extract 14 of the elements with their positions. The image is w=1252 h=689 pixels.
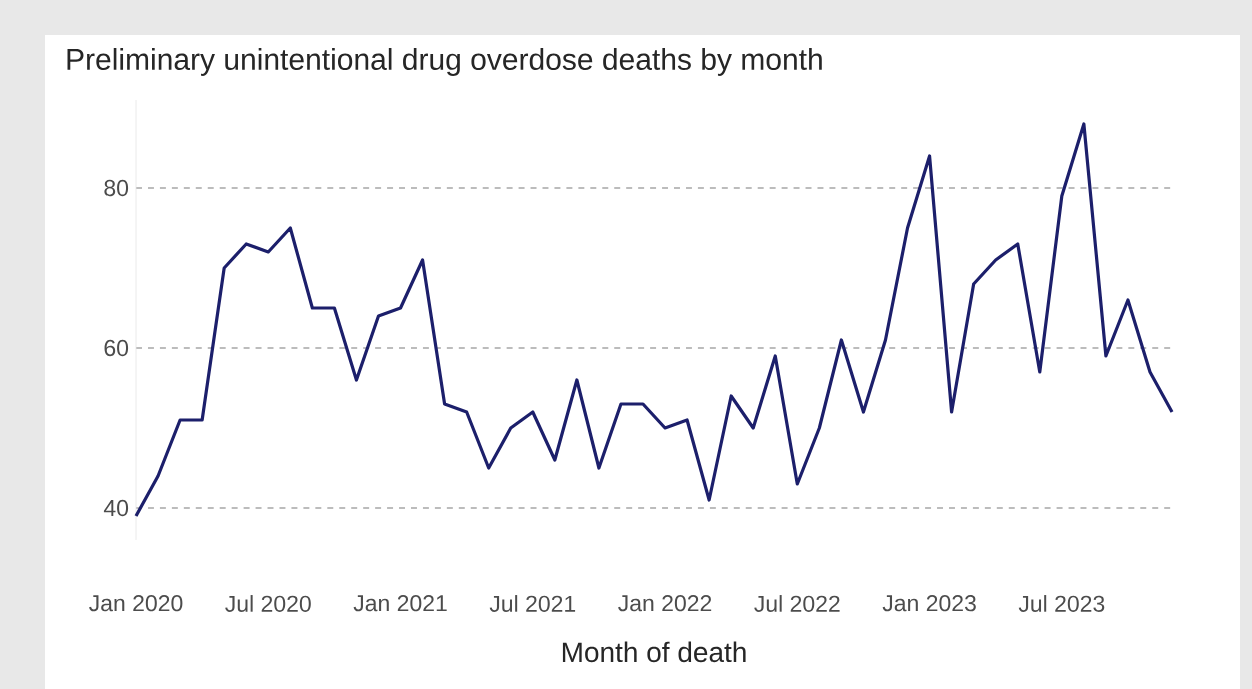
x-tick-label: Jan 2022 bbox=[618, 595, 712, 612]
x-tick-label: Jan 2023 bbox=[882, 595, 976, 612]
x-tick-label: Jan 2021 bbox=[353, 595, 447, 612]
line-series bbox=[134, 122, 1174, 518]
x-tick-label: Jul 2020 bbox=[225, 595, 311, 612]
x-tick-label: Jan 2020 bbox=[89, 595, 183, 612]
x-tick-label: Jul 2021 bbox=[489, 595, 576, 612]
chart-title: Preliminary unintentional drug overdose deaths by month bbox=[67, 48, 822, 76]
x-tick-label: Jul 2023 bbox=[1018, 595, 1105, 612]
y-tick-label: 40 bbox=[103, 499, 129, 517]
x-axis-title: Month of death bbox=[562, 641, 746, 663]
y-tick-label: 80 bbox=[104, 179, 129, 197]
y-tick-label: 60 bbox=[104, 339, 129, 357]
x-tick-label: Jul 2022 bbox=[754, 595, 840, 612]
